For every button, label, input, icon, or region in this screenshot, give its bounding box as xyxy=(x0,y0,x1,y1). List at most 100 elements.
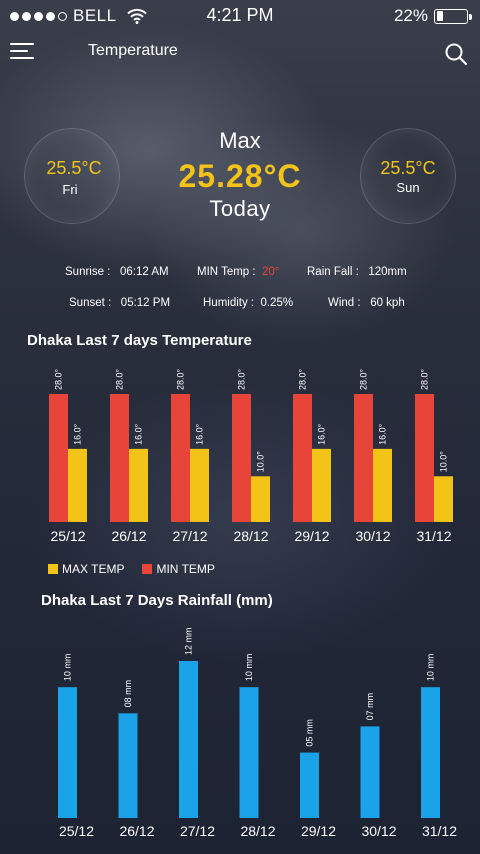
battery-icon xyxy=(434,8,472,24)
legend-label-min: MIN TEMP xyxy=(156,562,215,576)
bar-value-label: 16.0° xyxy=(378,423,388,445)
bar-min-temp xyxy=(232,394,251,522)
x-axis-tick-label: 31/12 xyxy=(422,823,457,839)
bar-value-label: 10.0° xyxy=(256,451,266,473)
forecast-right-day: Sun xyxy=(396,180,420,195)
legend-item-min: MIN TEMP xyxy=(142,562,215,576)
bar-rainfall xyxy=(118,713,138,818)
status-right: 22% xyxy=(393,6,472,26)
bar-rainfall xyxy=(58,687,77,818)
min-temp-info: MIN Temp : 20° xyxy=(197,266,280,278)
legend-label-max: MAX TEMP xyxy=(62,562,125,576)
signal-dot xyxy=(34,11,43,21)
bar-rainfall xyxy=(421,687,440,818)
search-icon[interactable] xyxy=(444,42,468,66)
bar-min-temp xyxy=(293,394,312,522)
bar-value-label: 28.0° xyxy=(115,368,125,390)
bar-value-label: 28.0° xyxy=(420,368,430,390)
forecast-right-temp: 25.5°C xyxy=(380,158,436,178)
temperature-chart-legend: MAX TEMP MIN TEMP xyxy=(48,562,215,576)
signal-dot xyxy=(10,11,19,21)
bar-max-temp xyxy=(190,448,209,522)
x-axis-tick-label: 30/12 xyxy=(361,823,396,839)
x-axis-tick-label: 28/12 xyxy=(233,528,268,544)
bar-rainfall xyxy=(360,726,380,818)
bar-min-temp xyxy=(354,394,373,522)
rainfall-chart-title: Dhaka Last 7 Days Rainfall (mm) xyxy=(41,592,273,609)
legend-swatch-min xyxy=(142,564,153,574)
rainfall-bar-chart: 10 mm 25/12 08 mm 26/12 12 mm 27/12 10 mm 28/12… xyxy=(58,627,457,839)
forecast-circle-left xyxy=(24,128,120,224)
page-title: Temperature xyxy=(88,42,178,59)
today-max-temp: 25.28°C xyxy=(178,158,302,194)
bar-rainfall xyxy=(179,661,198,818)
status-time: 4:21 PM xyxy=(206,5,274,25)
legend-swatch-max xyxy=(48,564,58,574)
max-label: Max xyxy=(219,128,261,153)
bar-value-label: 05 mm xyxy=(305,719,315,747)
bar-rainfall xyxy=(300,752,319,818)
bar-value-label: 07 mm xyxy=(365,693,375,721)
temperature-bar-chart: 28.0° 16.0° 25/12 28.0° 16.0° 26/12 28.0° 16.0°… xyxy=(49,368,453,544)
bar-min-temp xyxy=(49,394,68,522)
bar-min-temp xyxy=(171,394,190,522)
bar-max-temp xyxy=(129,448,148,522)
battery-percent: 22% xyxy=(393,6,428,25)
bar-min-temp xyxy=(110,394,129,522)
signal-dot xyxy=(46,11,55,21)
x-axis-tick-label: 29/12 xyxy=(301,823,336,839)
bar-value-label: 28.0° xyxy=(176,368,186,390)
sunrise-info: Sunrise : 06:12 AM xyxy=(65,266,169,278)
bar-value-label: 16.0° xyxy=(195,423,205,445)
status-bar: BELL 4:21 PM 22% xyxy=(0,0,480,32)
bar-value-label: 16.0° xyxy=(134,423,144,445)
bar-max-temp xyxy=(251,476,270,522)
bar-value-label: 28.0° xyxy=(298,368,308,390)
nav-bar: Temperature xyxy=(0,38,480,68)
x-axis-tick-label: 27/12 xyxy=(180,823,215,839)
forecast-circle-right xyxy=(360,128,456,224)
wind-info: Wind : 60 kph xyxy=(328,297,405,309)
bar-min-temp xyxy=(415,394,434,522)
bar-value-label: 16.0° xyxy=(317,423,327,445)
humidity-info: Humidity : 0.25% xyxy=(203,297,294,309)
carrier-name: BELL xyxy=(73,6,117,25)
bar-value-label: 10 mm xyxy=(63,654,73,682)
bar-value-label: 10 mm xyxy=(426,654,436,682)
bar-value-label: 28.0° xyxy=(237,368,247,390)
x-axis-tick-label: 27/12 xyxy=(172,528,207,544)
bar-value-label: 28.0° xyxy=(54,368,64,390)
bar-value-label: 12 mm xyxy=(184,627,194,655)
wifi-icon xyxy=(126,8,147,24)
bar-value-label: 28.0° xyxy=(359,368,369,390)
temperature-chart-title: Dhaka Last 7 days Temperature xyxy=(27,332,252,349)
today-label: Today xyxy=(209,196,271,221)
x-axis-tick-label: 30/12 xyxy=(355,528,390,544)
bar-max-temp xyxy=(312,448,331,522)
forecast-left-day: Fri xyxy=(62,182,78,197)
hamburger-menu-icon[interactable] xyxy=(10,43,34,59)
bar-value-label: 10 mm xyxy=(244,654,254,682)
bar-max-temp xyxy=(68,448,87,522)
x-axis-tick-label: 26/12 xyxy=(111,528,146,544)
signal-dot xyxy=(58,11,67,21)
x-axis-tick-label: 25/12 xyxy=(50,528,85,544)
bar-value-label: 08 mm xyxy=(123,680,133,708)
signal-dot xyxy=(22,11,31,21)
bar-rainfall xyxy=(239,687,259,818)
sunset-info: Sunset : 05:12 PM xyxy=(69,297,171,309)
bar-max-temp xyxy=(434,476,453,522)
bar-value-label: 16.0° xyxy=(73,423,83,445)
status-left: BELL xyxy=(10,6,147,26)
rainfall-info: Rain Fall : 120mm xyxy=(307,266,407,278)
x-axis-tick-label: 28/12 xyxy=(240,823,275,839)
bar-max-temp xyxy=(373,448,392,522)
x-axis-tick-label: 25/12 xyxy=(59,823,94,839)
x-axis-tick-label: 29/12 xyxy=(294,528,329,544)
x-axis-tick-label: 31/12 xyxy=(416,528,451,544)
legend-item-max: MAX TEMP xyxy=(48,562,124,576)
bar-value-label: 10.0° xyxy=(439,451,449,473)
x-axis-tick-label: 26/12 xyxy=(119,823,154,839)
signal-strength-icon xyxy=(10,11,67,21)
forecast-left-temp: 25.5°C xyxy=(46,158,102,178)
